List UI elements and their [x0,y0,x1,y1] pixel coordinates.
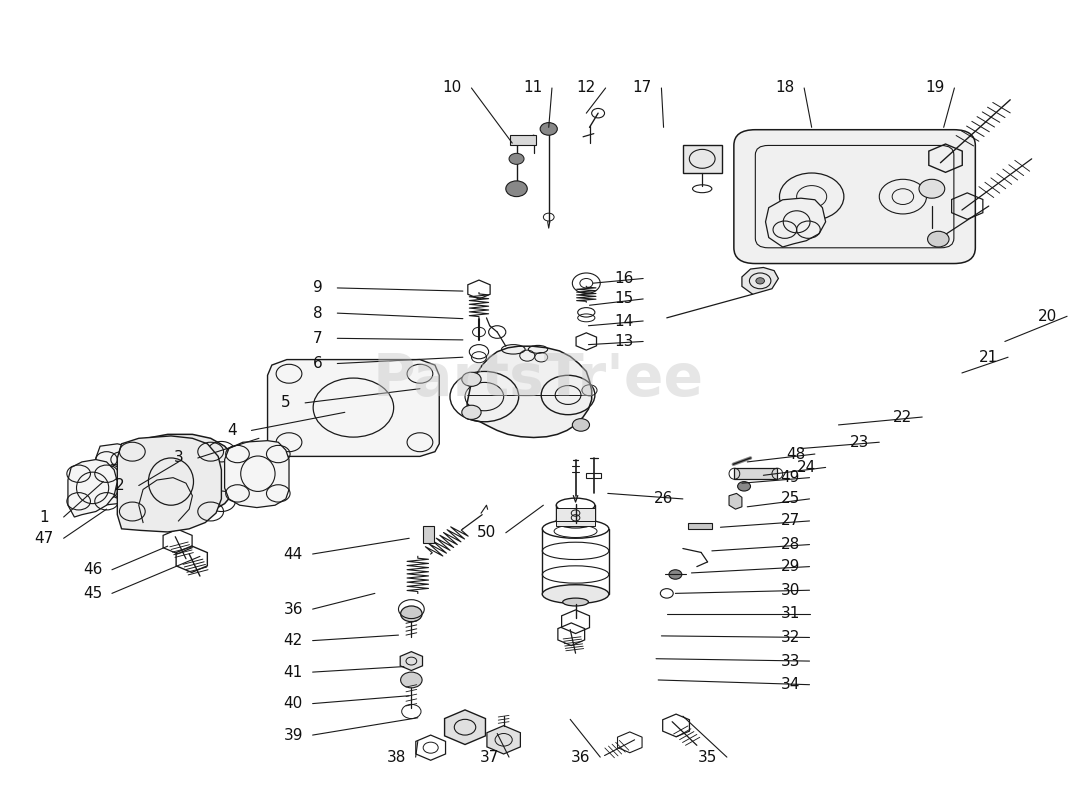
Text: 40: 40 [284,696,303,711]
Text: 45: 45 [83,586,102,601]
Text: 2: 2 [115,478,124,493]
Text: 20: 20 [1038,309,1058,324]
Bar [735,468,777,480]
Bar [510,135,536,145]
Text: 15: 15 [614,292,634,307]
Polygon shape [400,652,423,671]
Text: 22: 22 [893,409,912,424]
Circle shape [400,672,422,688]
Text: 1: 1 [40,510,49,525]
Text: 33: 33 [780,653,799,668]
Text: 4: 4 [227,423,237,438]
Text: 18: 18 [775,81,794,96]
Circle shape [572,419,590,431]
Polygon shape [444,710,485,744]
Text: 37: 37 [480,750,499,765]
Ellipse shape [542,585,609,604]
Circle shape [506,181,527,197]
Text: 13: 13 [614,334,634,349]
Text: 36: 36 [284,602,303,617]
Text: 10: 10 [442,81,462,96]
Text: 50: 50 [477,525,496,540]
Text: 16: 16 [614,271,634,286]
Polygon shape [487,726,521,754]
Text: 17: 17 [633,81,652,96]
Text: 35: 35 [698,750,718,765]
Polygon shape [742,268,778,294]
Text: 41: 41 [284,664,303,679]
Text: 27: 27 [780,514,799,529]
FancyBboxPatch shape [734,130,975,264]
Ellipse shape [563,598,589,606]
Bar [423,525,434,543]
Circle shape [755,278,764,284]
Text: 25: 25 [780,491,799,506]
Text: 46: 46 [83,562,102,577]
Polygon shape [467,346,592,438]
Polygon shape [765,198,825,247]
Text: 30: 30 [780,583,799,598]
Text: 6: 6 [313,356,323,371]
Circle shape [928,231,949,247]
Text: 34: 34 [780,677,799,692]
Text: 42: 42 [284,633,303,648]
Text: 49: 49 [780,470,799,485]
Polygon shape [128,435,238,517]
Circle shape [462,405,481,419]
Text: 21: 21 [979,350,999,365]
Text: PartsTr'ee: PartsTr'ee [372,351,704,408]
Text: 19: 19 [925,81,945,96]
Bar [556,508,595,525]
Circle shape [540,122,557,135]
Polygon shape [730,494,742,509]
Text: 5: 5 [281,395,291,410]
Circle shape [919,179,945,198]
Text: 11: 11 [523,81,542,96]
Circle shape [400,606,422,622]
Text: 36: 36 [571,750,591,765]
Circle shape [669,570,682,579]
Circle shape [462,372,481,386]
Text: 14: 14 [614,314,634,329]
Text: 23: 23 [850,435,869,450]
Text: 7: 7 [313,331,323,346]
Polygon shape [96,444,132,506]
Bar [683,145,722,173]
Text: 24: 24 [796,460,816,475]
Polygon shape [117,436,222,532]
Text: 29: 29 [780,559,799,574]
Text: 28: 28 [780,537,799,552]
Text: 3: 3 [173,450,183,465]
Polygon shape [268,359,439,457]
Text: 44: 44 [284,547,303,562]
Text: 39: 39 [284,728,303,743]
Text: 12: 12 [577,81,596,96]
Text: 48: 48 [785,446,805,461]
Text: 38: 38 [386,750,406,765]
Text: 8: 8 [313,306,323,321]
Bar [689,522,712,529]
Polygon shape [68,460,117,517]
Bar [586,473,601,478]
Polygon shape [225,441,289,507]
Text: 47: 47 [34,531,54,546]
Text: 31: 31 [780,607,799,622]
Circle shape [167,508,184,521]
Text: 9: 9 [313,280,323,295]
Circle shape [738,482,750,491]
Text: 26: 26 [654,491,674,506]
Circle shape [509,153,524,164]
Text: 32: 32 [780,630,799,645]
